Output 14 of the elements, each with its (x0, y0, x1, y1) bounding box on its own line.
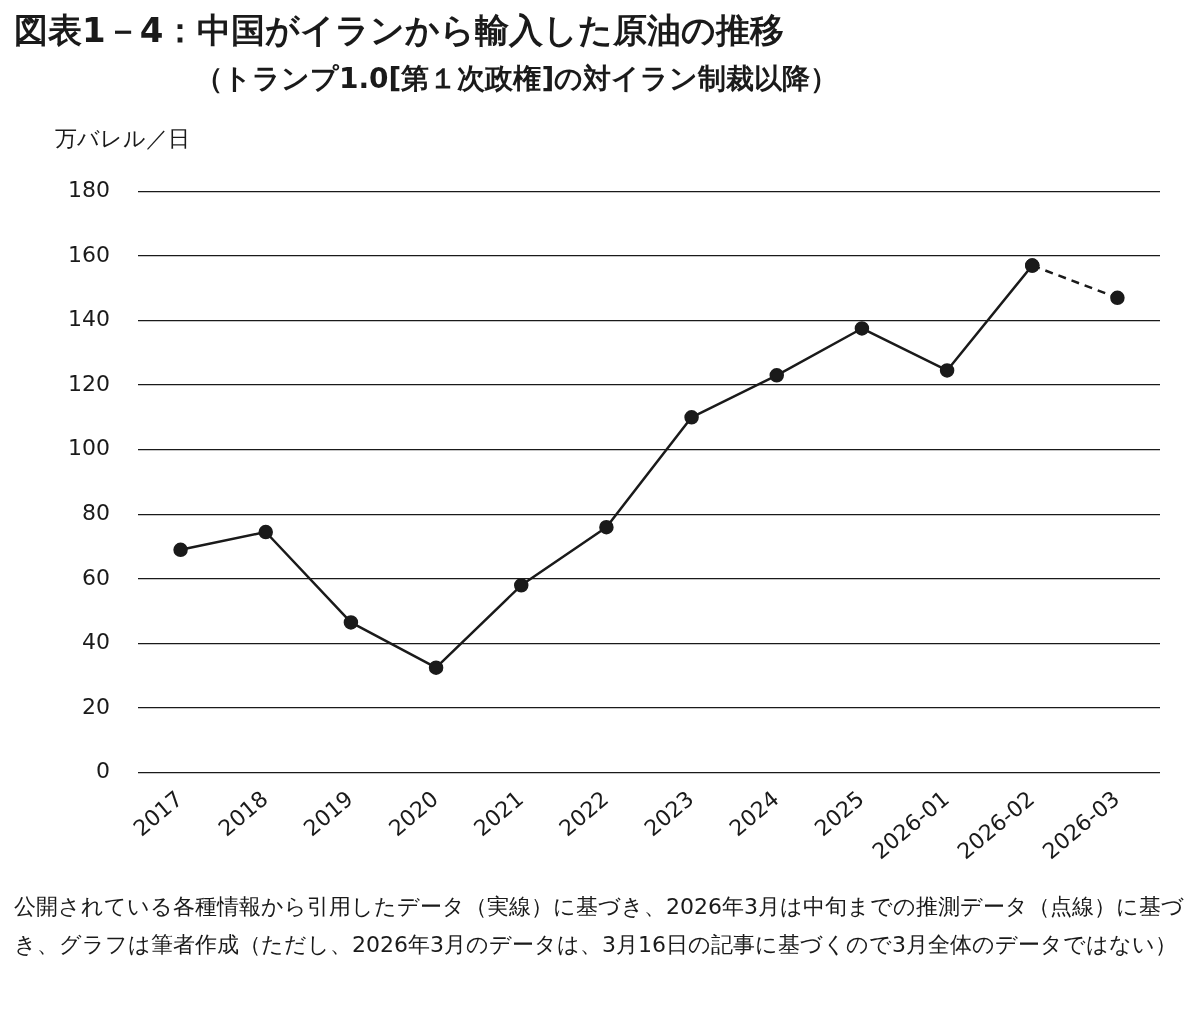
y-tick-label: 140 (67, 306, 110, 332)
y-tick-label: 80 (81, 499, 110, 525)
y-tick-label: 120 (67, 370, 110, 396)
y-tick-label: 100 (67, 435, 110, 461)
y-tick-label: 180 (67, 176, 110, 202)
y-tick-label: 0 (95, 758, 110, 784)
y-axis-title: 万バレル／日 (55, 125, 190, 153)
y-tick-label: 60 (81, 564, 110, 590)
y-tick-label: 40 (81, 629, 110, 655)
y-tick-label: 20 (81, 693, 110, 719)
chart-title: 図表1－4：中国がイランから輸入した原油の推移 (14, 9, 785, 52)
y-tick-label: 160 (67, 241, 110, 267)
text: 公開されている各種情報から引用したデータ（実線）に基づき、2026年3月は中旬までの推測データ（点線）に基づき、グラフは筆者作成（ただし、2026年3月のデータは、3月16日の記事に基づくので3月全体のデータではない） (14, 893, 1185, 959)
chart-subtitle: （トランプ1.0[第１次政権]の対イラン制裁以降） (195, 61, 839, 97)
